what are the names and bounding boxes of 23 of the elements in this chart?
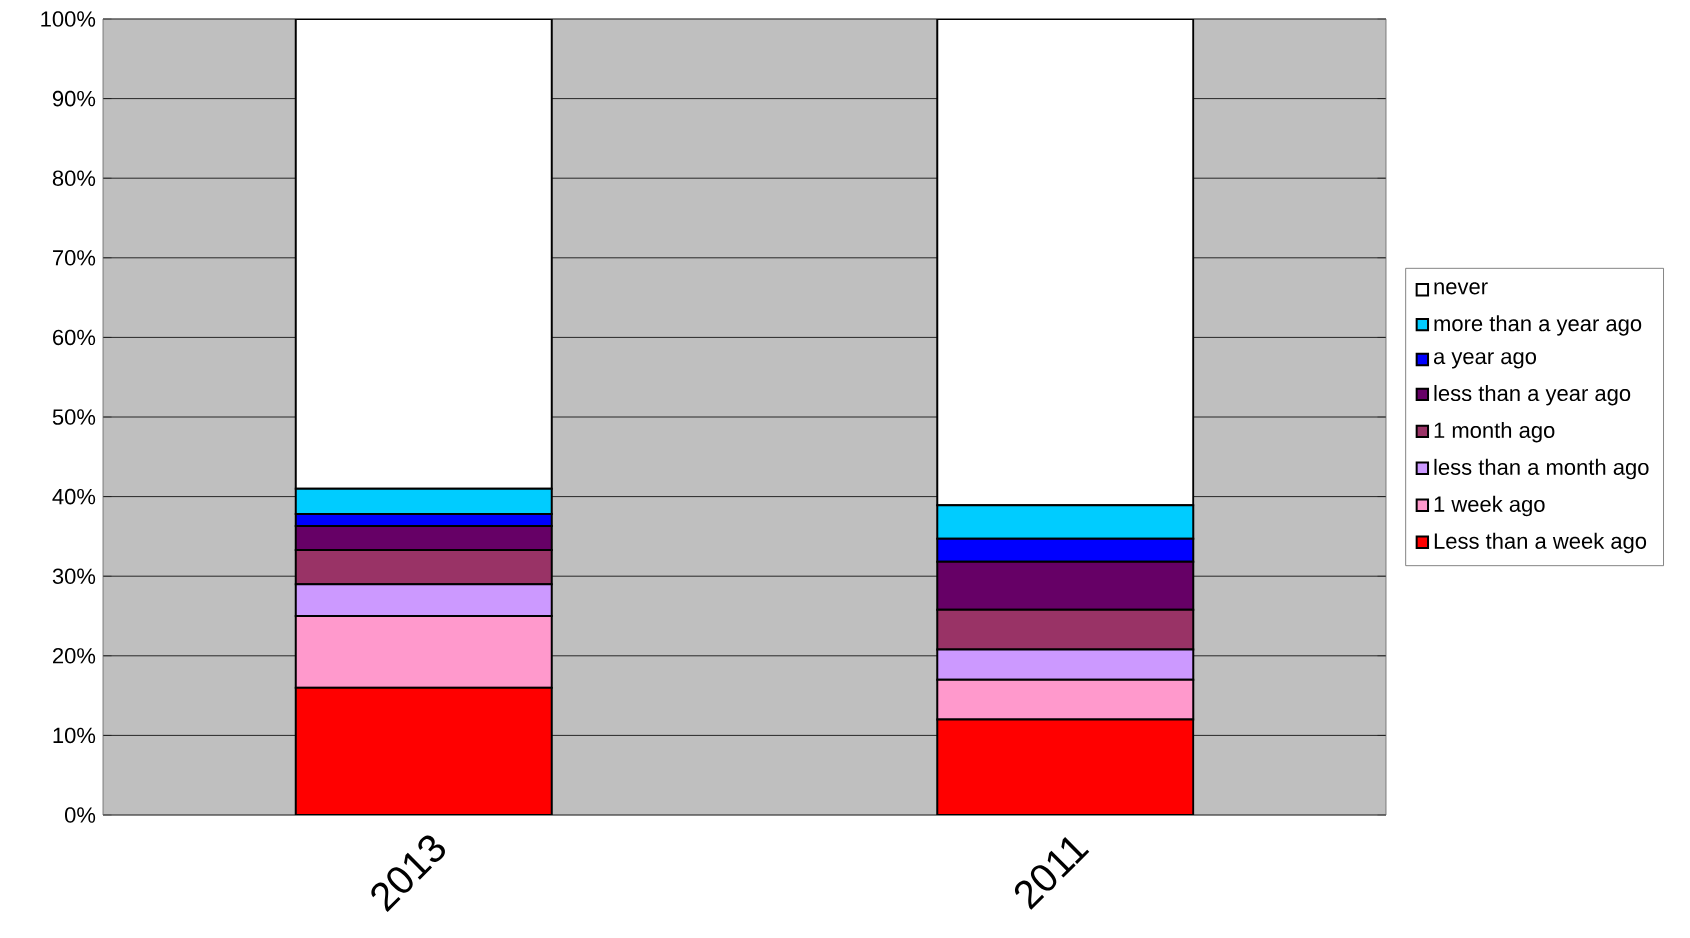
bar (936, 718, 1195, 815)
y-tick-label: 60% (53, 329, 96, 346)
y-tick-label: 50% (52, 409, 96, 425)
legend-label: 1 month ago (1434, 421, 1555, 443)
y-tick-label: 10% (53, 727, 96, 744)
y-tick-label: 20% (53, 648, 96, 664)
y-tick-label: 0% (64, 807, 96, 823)
bar (936, 18, 1195, 507)
legend-label: never (1434, 282, 1488, 295)
y-tick-label: 90% (52, 90, 96, 107)
legend-label: more than a year ago (1434, 315, 1642, 336)
y-tick-label: 80% (52, 170, 96, 186)
legend-label: a year ago (1433, 352, 1537, 369)
y-tick-label: 40% (52, 488, 96, 505)
legend-label: 1 week ago (1434, 495, 1545, 517)
bar (294, 686, 553, 815)
y-tick-label: 100% (41, 11, 96, 27)
legend-label: Less than a week ago (1434, 532, 1647, 554)
legend-label: less than a year ago (1434, 384, 1631, 406)
y-tick-label: 70% (53, 250, 96, 266)
legend-label: less than a month ago (1434, 458, 1649, 480)
y-tick-label: 30% (52, 568, 96, 584)
bar (294, 18, 553, 490)
